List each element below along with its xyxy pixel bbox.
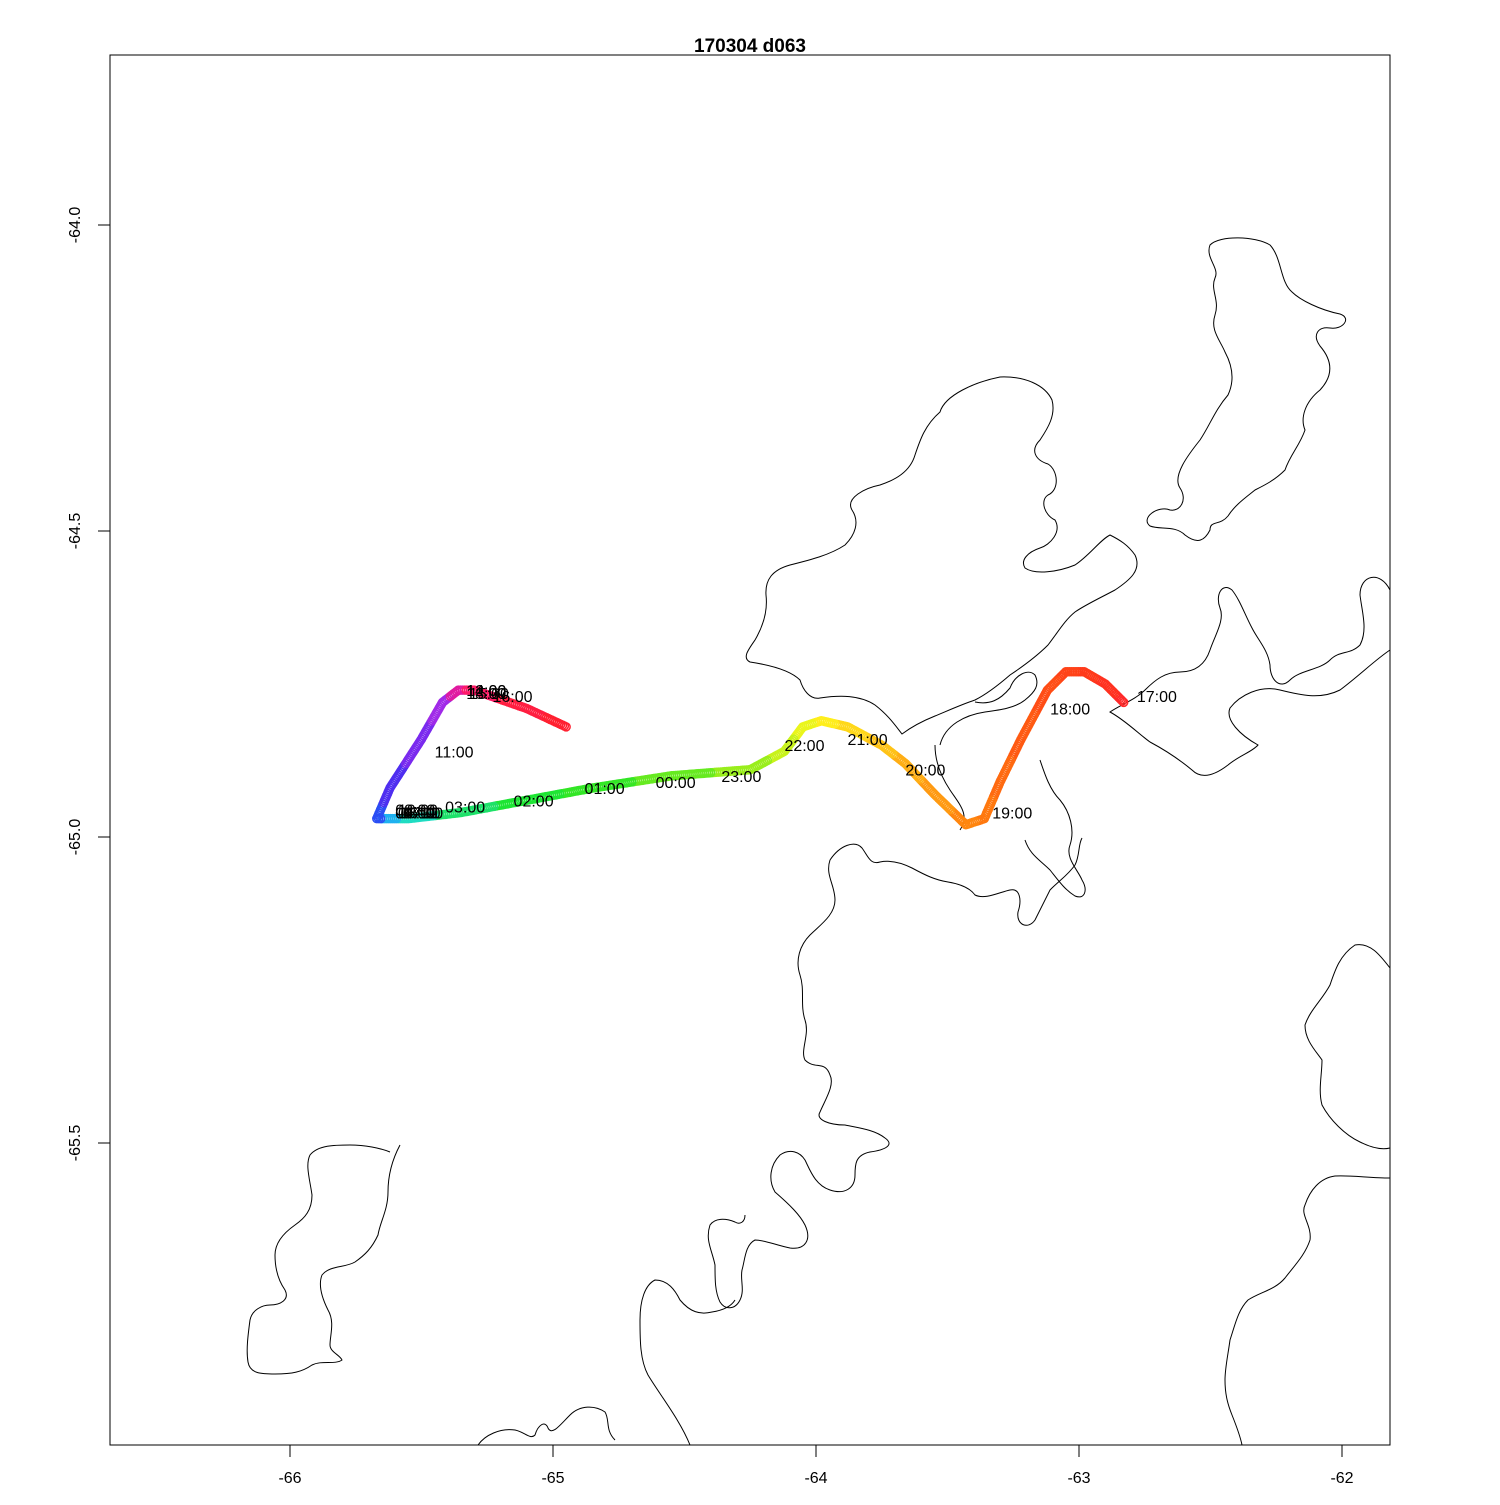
coastline-peninsula-east [1109,577,1391,776]
time-label: 13:00 [466,686,506,703]
coastline-east-lower [1304,944,1391,1150]
time-label: 09:00 [395,806,435,823]
ship-track [372,667,1129,830]
time-labels: 17:00 18:00 19:00 20:00 21:00 22:00 23:00 00:00… [395,683,1177,822]
track-segment [1017,685,1053,743]
track-segment [381,813,414,824]
x-axis: -66 -65 -64 -63 -62 [278,1444,1354,1487]
time-label: 19:00 [992,806,1032,823]
x-tick-label: -63 [1067,1470,1090,1487]
coastline-east-bottom [1224,1175,1391,1446]
time-label: 20:00 [905,763,945,780]
time-label: 10:00 [398,802,438,819]
time-label: 23:00 [721,769,761,786]
time-label: 18:00 [1050,701,1090,718]
coastline-island-central [745,376,1138,735]
plot-frame [109,54,1391,1446]
coastline-southwest-island [246,1144,401,1375]
time-label: 17:00 [1137,689,1177,706]
time-label: 22:00 [784,738,824,755]
coastline-island-northeast [1146,237,1347,541]
track-segment [385,735,426,793]
track-segment [878,741,911,769]
track-segment [523,783,598,805]
x-tick-label: -65 [541,1470,564,1487]
coastline-south-peninsula [639,1279,736,1446]
track-segment [405,807,466,824]
x-tick-label: -66 [278,1470,301,1487]
time-label: 00:00 [656,775,696,792]
time-label: 06:00 [400,806,440,823]
time-label: 05:00 [398,806,438,823]
time-label: 04:00 [395,806,435,823]
time-label: 01:00 [585,781,625,798]
y-tick-label: -64.0 [67,207,84,244]
plot-title: 170304 d063 [694,36,806,57]
track-segment [372,785,394,824]
coastline-south-bottom [477,1406,616,1446]
x-tick-label: -62 [1330,1470,1353,1487]
track-segment [980,777,1005,822]
time-label: 03:00 [445,799,485,816]
track-segment [458,795,532,817]
track-segment [1101,680,1129,708]
time-label: 21:00 [848,732,888,749]
time-label: 07:00 [403,806,443,823]
time-label: 08:00 [395,802,435,819]
y-tick-label: -64.5 [67,513,84,550]
time-label: 14:00 [466,683,506,700]
time-label: 02:00 [514,793,554,810]
track-segment [844,723,887,750]
time-label: 15:00 [469,686,509,703]
x-tick-label: -64 [804,1470,827,1487]
coastline-south-central [707,837,1083,1309]
y-axis: -64.0 -64.5 -65.0 -65.5 [67,207,110,1162]
coastlines [246,237,1391,1446]
time-label: 16:00 [493,689,533,706]
time-label: 11:00 [435,744,474,761]
track-segment [996,734,1026,785]
track-segment [818,716,853,732]
track-segment [901,760,940,799]
track-point [561,722,571,732]
y-tick-label: -65.5 [67,1125,84,1162]
y-tick-label: -65.0 [67,819,84,856]
time-label: 12:00 [466,683,506,700]
track-segment [1081,667,1111,689]
track-segment [416,699,447,744]
track-segment [469,685,530,713]
track-segment [437,686,462,708]
track-segment [799,715,827,731]
track-segment [521,703,570,731]
track-segment [931,790,971,830]
